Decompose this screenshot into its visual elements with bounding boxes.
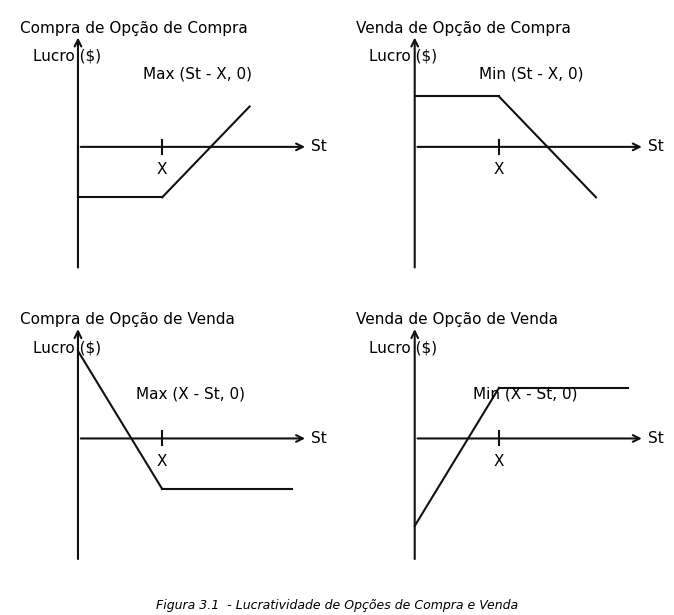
Text: St: St [648, 140, 664, 154]
Text: Compra de Opção de Venda: Compra de Opção de Venda [20, 312, 235, 327]
Text: St: St [311, 431, 327, 446]
Text: Min (St - X, 0): Min (St - X, 0) [479, 66, 584, 81]
Text: St: St [648, 431, 664, 446]
Text: Lucro ($): Lucro ($) [32, 49, 101, 64]
Text: X: X [157, 162, 167, 177]
Text: Venda de Opção de Venda: Venda de Opção de Venda [357, 312, 559, 327]
Text: Lucro ($): Lucro ($) [32, 340, 101, 355]
Text: Figura 3.1  - Lucratividade de Opções de Compra e Venda: Figura 3.1 - Lucratividade de Opções de … [156, 599, 518, 612]
Text: Max (X - St, 0): Max (X - St, 0) [136, 386, 245, 401]
Text: X: X [157, 454, 167, 469]
Text: St: St [311, 140, 327, 154]
Text: Compra de Opção de Compra: Compra de Opção de Compra [20, 21, 247, 36]
Text: X: X [493, 454, 504, 469]
Text: Min (X - St, 0): Min (X - St, 0) [473, 386, 578, 401]
Text: Max (St - X, 0): Max (St - X, 0) [143, 66, 251, 81]
Text: X: X [493, 162, 504, 177]
Text: Lucro ($): Lucro ($) [369, 340, 437, 355]
Text: Venda de Opção de Compra: Venda de Opção de Compra [357, 21, 572, 36]
Text: Lucro ($): Lucro ($) [369, 49, 437, 64]
